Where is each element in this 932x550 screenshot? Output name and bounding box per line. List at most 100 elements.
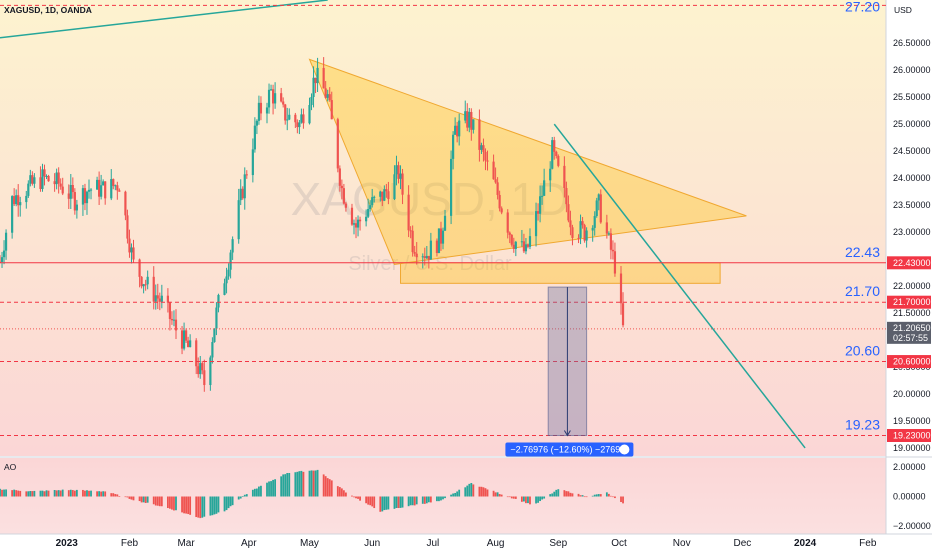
price-tick-2[interactable]: 26.00000 xyxy=(893,65,931,75)
candle-body xyxy=(310,97,313,106)
ao-bar xyxy=(39,490,42,497)
time-tick-6[interactable]: Jun xyxy=(364,538,380,549)
currency-label: USD xyxy=(894,5,912,15)
ao-bar xyxy=(413,496,416,506)
price-tick-14[interactable]: 19.00000 xyxy=(893,443,931,453)
ao-bar xyxy=(53,490,56,497)
time-tick-13[interactable]: 2024 xyxy=(794,538,817,549)
candle-body xyxy=(116,185,119,191)
candle-body xyxy=(89,189,93,191)
time-tick-3[interactable]: Mar xyxy=(177,538,195,549)
ao-tick-1[interactable]: 2.00000 xyxy=(893,462,926,472)
price-tick-6[interactable]: 24.00000 xyxy=(893,173,931,183)
time-axis[interactable]: 2023 Feb Mar Apr May Jun Jul Aug Sep Oct Nov Dec 202… xyxy=(56,538,877,549)
candle-body xyxy=(399,173,402,179)
price-tick-9[interactable]: 22.00000 xyxy=(893,281,931,291)
candle-body xyxy=(454,125,457,135)
ao-indicator-label[interactable]: AO xyxy=(4,462,17,472)
candle-body xyxy=(118,190,121,192)
ao-bar xyxy=(142,496,145,503)
time-tick-2[interactable]: Feb xyxy=(121,538,139,549)
price-tick-4[interactable]: 25.00000 xyxy=(893,119,931,129)
ao-bar xyxy=(312,470,315,497)
ao-bar xyxy=(342,490,345,497)
candle-body xyxy=(41,169,44,189)
candle-body xyxy=(522,241,526,252)
price-tick-7[interactable]: 23.50000 xyxy=(893,200,931,210)
ao-tick-2[interactable]: 0.00000 xyxy=(893,492,926,502)
time-tick-9[interactable]: Sep xyxy=(549,538,567,549)
time-tick-10[interactable]: Oct xyxy=(611,538,627,549)
candle-body xyxy=(259,102,263,114)
candle-body xyxy=(67,193,70,199)
candle-body xyxy=(227,269,230,277)
price-tick-3[interactable]: 25.50000 xyxy=(893,92,931,102)
ao-bar xyxy=(369,496,372,506)
candle-body xyxy=(215,307,218,329)
time-tick-8[interactable]: Aug xyxy=(487,538,505,549)
ao-bar xyxy=(61,489,64,497)
candle-body xyxy=(4,232,8,251)
candle-body xyxy=(524,244,528,252)
candle-body xyxy=(282,101,285,105)
time-tick-4[interactable]: Apr xyxy=(241,538,257,549)
ao-bar xyxy=(43,491,46,497)
candle-body xyxy=(156,295,159,299)
ao-bar xyxy=(3,489,5,497)
price-axis[interactable]: 26.50000 26.00000 25.50000 25.00000 24.50000… xyxy=(887,38,931,531)
ao-bar xyxy=(124,496,127,498)
candle-body xyxy=(87,189,91,192)
candle-body xyxy=(541,195,544,197)
candle-body xyxy=(407,194,410,231)
ao-bar xyxy=(591,495,594,497)
candle-body xyxy=(322,67,325,89)
price-tick-1[interactable]: 26.50000 xyxy=(893,38,931,48)
candle-body xyxy=(83,188,87,204)
candle-body xyxy=(241,188,244,199)
price-tick-5[interactable]: 24.50000 xyxy=(893,146,931,156)
candle-body xyxy=(138,259,141,277)
ao-bar xyxy=(280,476,283,497)
price-tick-12[interactable]: 20.00000 xyxy=(893,389,931,399)
ao-bar xyxy=(395,496,398,508)
price-tick-8[interactable]: 23.00000 xyxy=(893,227,931,237)
candle-body xyxy=(267,89,271,108)
ao-tick-3[interactable]: −2.00000 xyxy=(893,521,931,531)
ao-bar xyxy=(468,483,471,497)
candle-body xyxy=(496,182,499,195)
ao-bar xyxy=(583,496,586,498)
candle-body xyxy=(563,165,566,188)
candle-body xyxy=(452,134,455,159)
time-tick-14[interactable]: Feb xyxy=(859,538,877,549)
price-tick-10[interactable]: 21.50000 xyxy=(893,308,931,318)
time-tick-5[interactable]: May xyxy=(300,538,319,549)
candle-body xyxy=(170,318,174,321)
candle-body xyxy=(57,172,60,184)
ao-bar xyxy=(557,489,560,497)
time-tick-7[interactable]: Jul xyxy=(426,538,439,549)
candle-body xyxy=(551,140,554,169)
ao-bar xyxy=(294,472,297,497)
candle-body xyxy=(182,330,186,349)
ao-bar xyxy=(11,490,14,497)
price-tick-13[interactable]: 19.50000 xyxy=(893,416,931,426)
time-tick-12[interactable]: Dec xyxy=(733,538,751,549)
ao-bar xyxy=(69,489,72,497)
candle-body xyxy=(569,220,572,228)
ao-bar xyxy=(322,474,325,497)
ao-bar xyxy=(253,488,256,497)
ao-bar xyxy=(551,493,554,497)
candle-body xyxy=(199,363,202,375)
measure-layer[interactable]: −2.76976 (−12.60%) −2769 xyxy=(505,286,634,457)
ao-bar xyxy=(308,470,311,497)
ao-bar xyxy=(258,486,260,497)
symbol-title[interactable]: XAGUSD, 1D, OANDA xyxy=(4,5,92,15)
candle-body xyxy=(470,111,473,130)
candle-body xyxy=(274,93,277,104)
ao-bar xyxy=(472,484,475,497)
time-tick-1[interactable]: 2023 xyxy=(56,538,79,549)
time-tick-11[interactable]: Nov xyxy=(673,538,691,549)
ao-bar xyxy=(298,471,301,497)
ao-bar xyxy=(98,491,101,497)
